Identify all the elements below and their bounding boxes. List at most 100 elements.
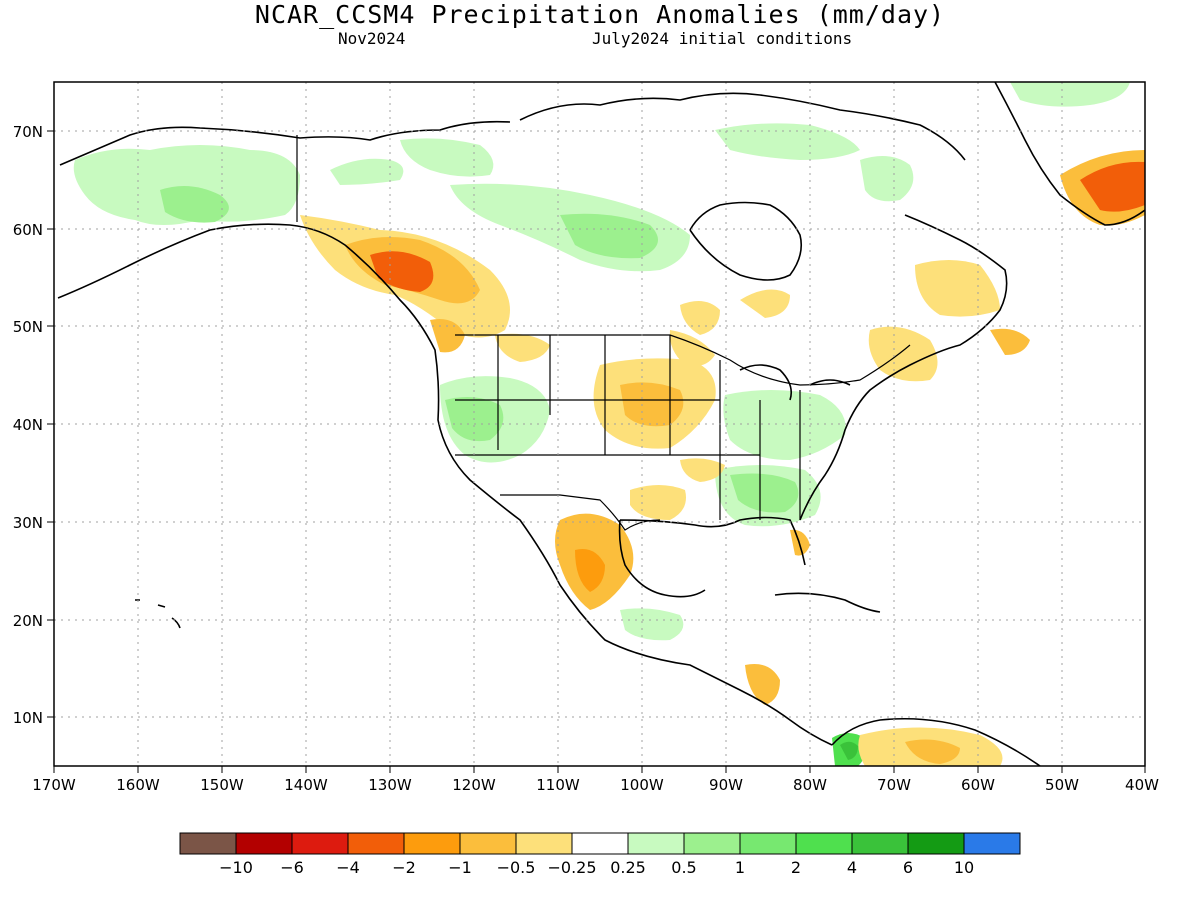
us-state-lines: [455, 335, 801, 520]
latitude-labels: 10N 20N 30N 40N 50N 60N 70N: [13, 123, 43, 727]
legend-label: −6: [280, 858, 304, 877]
legend-label: −0.25: [547, 858, 596, 877]
legend-label: 0.5: [671, 858, 696, 877]
coastlines: [57, 82, 1145, 766]
lon-label: 80W: [793, 776, 827, 794]
lat-label: 10N: [13, 709, 43, 727]
dry-area-ontario-north: [740, 289, 790, 318]
wet-area-hudson-west-core: [560, 213, 658, 259]
legend-label: −0.5: [497, 858, 536, 877]
cuba-island: [774, 592, 881, 613]
lon-label: 60W: [961, 776, 995, 794]
lon-label: 160W: [116, 776, 160, 794]
dry-area-great-plains-core: [620, 382, 684, 427]
greenland-coast: [994, 82, 1145, 226]
legend-label: −10: [219, 858, 253, 877]
lon-label: 100W: [620, 776, 664, 794]
lat-label: 50N: [13, 318, 43, 336]
alaska-north-coast: [59, 120, 511, 166]
lat-label: 60N: [13, 221, 43, 239]
lat-label: 70N: [13, 123, 43, 141]
lon-label: 90W: [709, 776, 743, 794]
legend-color-box: [683, 832, 741, 855]
wet-area-alaska: [73, 145, 300, 225]
legend-color-box: [851, 832, 909, 855]
legend-labels: −10 −6 −4 −2 −1 −0.5 −0.25 0.25 0.5 1 2 4 6 10: [219, 858, 974, 877]
dry-area-northern-rockies: [495, 333, 550, 362]
lon-label: 110W: [536, 776, 580, 794]
dry-area-quebec: [915, 260, 1000, 317]
legend-label: 1: [735, 858, 745, 877]
dry-anomaly-areas: [300, 150, 1145, 766]
hawaii-islands: [135, 599, 181, 629]
color-legend: −10 −6 −4 −2 −1 −0.5 −0.25 0.25 0.5 1 2 4 6 10: [179, 832, 1021, 877]
legend-color-box: [291, 832, 349, 855]
legend-color-box: [571, 832, 629, 855]
east-coast: [799, 214, 1008, 521]
legend-label: −4: [336, 858, 360, 877]
wet-area-baffin-east: [860, 156, 914, 202]
legend-color-box: [515, 832, 573, 855]
legend-color-box: [347, 832, 405, 855]
wet-area-ohio-valley: [723, 390, 846, 460]
gulf-of-mexico-coast: [618, 516, 806, 598]
legend-label: 10: [954, 858, 974, 877]
lon-label: 40W: [1125, 776, 1159, 794]
legend-color-box: [459, 832, 517, 855]
dry-area-bc-coast-core: [370, 251, 434, 292]
lon-label: 150W: [200, 776, 244, 794]
dry-area-venezuela-core: [905, 739, 960, 764]
legend-color-box: [739, 832, 797, 855]
lon-label: 130W: [368, 776, 412, 794]
great-lakes: [739, 364, 851, 401]
legend-color-box: [907, 832, 965, 855]
lon-label: 50W: [1045, 776, 1079, 794]
legend-label: 2: [791, 858, 801, 877]
hudson-bay-coast: [689, 201, 803, 281]
wet-anomaly-areas: [73, 82, 1130, 766]
legend-label: 0.25: [610, 858, 646, 877]
legend-label: −2: [392, 858, 416, 877]
lat-label: 40N: [13, 416, 43, 434]
legend-color-box: [179, 832, 237, 855]
lat-label: 30N: [13, 514, 43, 532]
legend-color-box: [235, 832, 293, 855]
lat-label: 20N: [13, 612, 43, 630]
lon-label: 140W: [284, 776, 328, 794]
legend-color-box: [403, 832, 461, 855]
arctic-archipelago: [519, 92, 966, 161]
init-conditions-label: July2024 initial conditions: [592, 29, 853, 48]
anomaly-field: [57, 82, 1145, 766]
wet-area-southeast-core: [730, 473, 799, 513]
valid-month-label: Nov2024: [338, 29, 406, 48]
legend-color-box: [795, 832, 853, 855]
legend-color-box: [627, 832, 685, 855]
chart-title: NCAR_CCSM4 Precipitation Anomalies (mm/d…: [254, 0, 946, 29]
dry-area-nova-scotia: [990, 328, 1030, 355]
dry-area-texas: [630, 485, 686, 520]
wet-area-colombia-core: [840, 741, 858, 760]
lon-label: 70W: [877, 776, 911, 794]
legend-boxes: [179, 832, 1021, 855]
axis-ticks: [47, 130, 1146, 773]
us-mexico-border: [500, 494, 661, 531]
wet-area-baffin: [715, 123, 860, 160]
legend-label: 6: [903, 858, 913, 877]
dry-area-oklahoma: [680, 458, 725, 482]
dry-area-ontario-west: [680, 301, 720, 335]
north-america-coastline: [57, 223, 1041, 766]
lon-label: 120W: [452, 776, 496, 794]
legend-label: −1: [448, 858, 472, 877]
wet-area-northwest-territories: [400, 138, 494, 177]
wet-area-greenland-north: [1010, 82, 1130, 107]
wet-area-southern-mexico: [620, 608, 684, 641]
legend-label: 4: [847, 858, 857, 877]
dry-area-greenland-south-core: [1080, 161, 1145, 212]
legend-color-box: [963, 832, 1021, 855]
us-canada-border: [455, 334, 911, 386]
graticule: [54, 82, 1145, 766]
wet-area-alaska-core: [160, 186, 229, 223]
dry-area-new-england: [868, 326, 938, 382]
political-borders: [296, 135, 911, 531]
